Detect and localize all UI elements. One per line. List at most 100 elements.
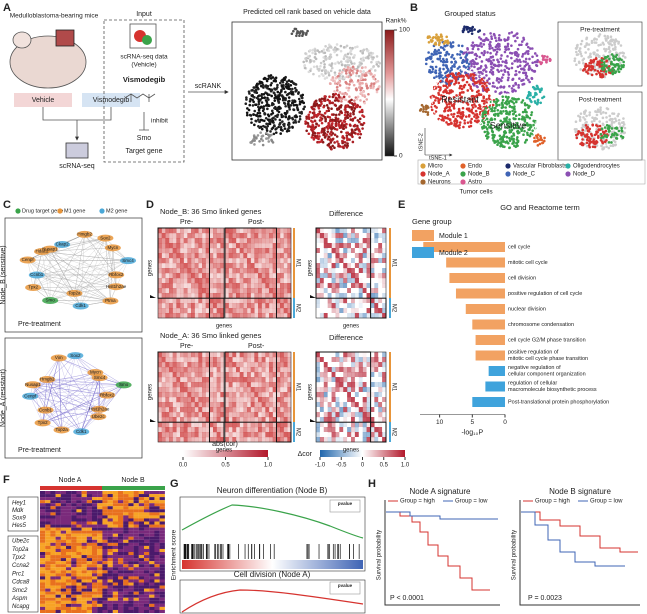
- cell-dot: [294, 121, 298, 124]
- heat-cell: [280, 402, 284, 408]
- heat-cell: [158, 352, 162, 358]
- cell-dot: [500, 69, 503, 72]
- cell-dot: [593, 68, 597, 72]
- cell-dot: [620, 129, 624, 133]
- heat-cell: [331, 313, 336, 319]
- cell-dot: [504, 131, 508, 134]
- heat-cell: [216, 248, 221, 254]
- heat-cell: [194, 288, 199, 294]
- heat-cell: [243, 367, 248, 373]
- cell-dot: [280, 113, 283, 116]
- heat-cell: [269, 263, 273, 269]
- cell-dot: [323, 51, 327, 55]
- heat-cell: [161, 263, 166, 269]
- cell-dot: [589, 65, 593, 68]
- cell-dot: [536, 85, 539, 88]
- heat-cell: [347, 243, 352, 249]
- cell-dot: [499, 85, 502, 89]
- heat-cell: [191, 417, 195, 423]
- cell-dot: [502, 73, 505, 76]
- heat-cell: [272, 382, 277, 388]
- heat-cell: [158, 293, 162, 299]
- heat-cell: [225, 357, 229, 363]
- heat-cell: [187, 377, 192, 383]
- heat-cell: [169, 303, 173, 309]
- heat-cell: [165, 437, 170, 443]
- cell-dot: [483, 51, 486, 55]
- heat-cell: [366, 298, 371, 304]
- cell-dot: [268, 87, 271, 91]
- heat-cell: [220, 392, 225, 398]
- cell-dot: [439, 59, 443, 63]
- cell-dot: [496, 109, 500, 112]
- cell-dot: [595, 38, 599, 41]
- heat-cell: [194, 253, 199, 259]
- heat-cell: [272, 402, 277, 408]
- cell-dot: [331, 122, 334, 125]
- cell-dot: [339, 110, 343, 113]
- heat-cell: [243, 238, 248, 244]
- heat-cell: [183, 402, 188, 408]
- heat-cell: [280, 298, 284, 304]
- heat-cell: [220, 377, 225, 383]
- heat-cell: [335, 253, 340, 259]
- cell-dot: [479, 93, 483, 96]
- cell-dot: [495, 50, 499, 54]
- heat-cell: [374, 293, 379, 299]
- cell-dot: [508, 136, 511, 140]
- heat-cell: [202, 258, 206, 264]
- cell-dot: [524, 60, 527, 64]
- heat-cell: [366, 273, 371, 279]
- heat-cell: [354, 243, 359, 249]
- cell-dot: [522, 38, 526, 41]
- heat-cell: [180, 357, 184, 363]
- heat-cell: [225, 303, 229, 309]
- cell-dot: [617, 42, 620, 45]
- heat-cell: [158, 362, 162, 368]
- cell-dot: [263, 76, 267, 80]
- cell-dot: [600, 73, 604, 76]
- cell-dot: [265, 92, 269, 95]
- cell-dot: [506, 37, 510, 41]
- heat-cell: [236, 417, 240, 423]
- heat-cell: [343, 258, 348, 264]
- heat-cell: [187, 417, 192, 423]
- heat-cell: [358, 258, 363, 264]
- heat-cell: [374, 313, 379, 319]
- heat-cell: [351, 248, 356, 254]
- heat-cell: [316, 293, 321, 299]
- cell-dot: [531, 47, 534, 50]
- cell-dot: [338, 91, 342, 94]
- cell-dot: [307, 70, 311, 74]
- heat-cell: [232, 268, 237, 274]
- heat-cell: [180, 372, 184, 378]
- heat-cell: [205, 357, 210, 363]
- heat-cell: [165, 248, 170, 254]
- cell-dot: [604, 70, 608, 73]
- heat-cell: [319, 278, 324, 284]
- cell-dot: [614, 70, 618, 73]
- heat-cell: [261, 233, 266, 239]
- heat-cell: [261, 243, 266, 249]
- heat-cell: [225, 258, 229, 264]
- heat-cell: [247, 258, 251, 264]
- heat-cell: [158, 298, 162, 304]
- cell-dot: [445, 51, 448, 54]
- heat-cell: [202, 298, 206, 304]
- cell-dot: [327, 43, 331, 47]
- cell-dot: [312, 127, 316, 131]
- heat-cell: [236, 382, 240, 388]
- heat-cell: [176, 278, 181, 284]
- heat-cell: [335, 288, 340, 294]
- cell-dot: [447, 117, 450, 120]
- heat-cell: [172, 283, 177, 289]
- cell-dot: [267, 104, 270, 108]
- heat-cell: [327, 308, 332, 314]
- heat-cell: [323, 248, 328, 254]
- cell-dot: [597, 35, 601, 38]
- cell-dot: [460, 50, 464, 54]
- heat-cell: [339, 263, 344, 269]
- heat-cell: [205, 352, 210, 358]
- cell-dot: [615, 136, 618, 140]
- heat-cell: [339, 293, 344, 299]
